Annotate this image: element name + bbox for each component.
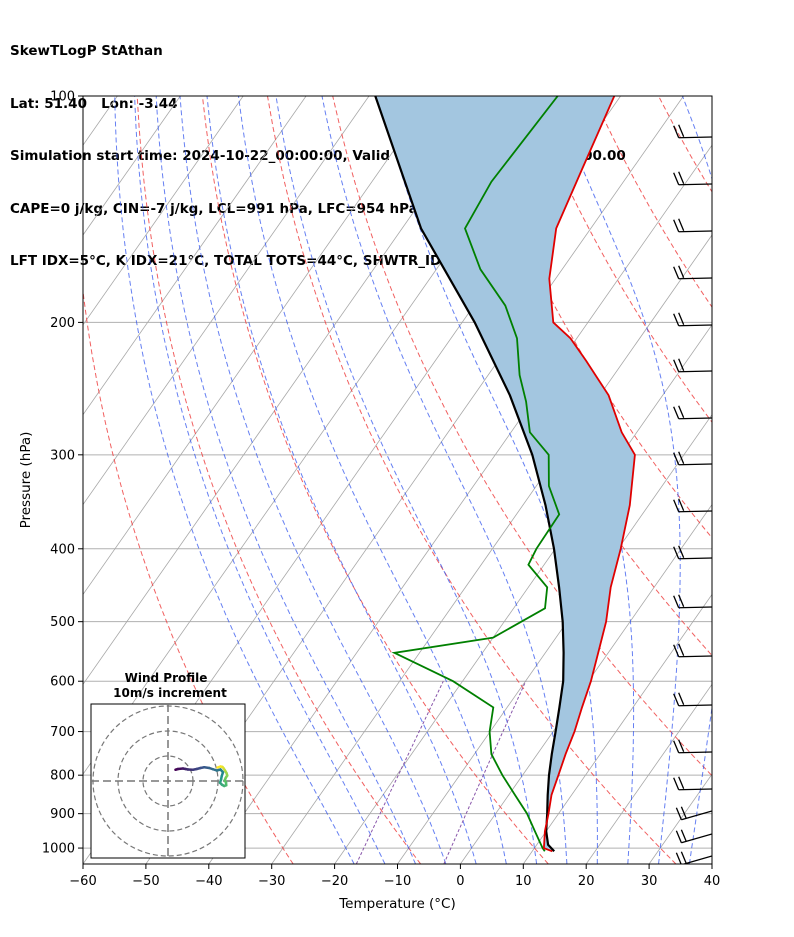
- parcel-profile-line: [374, 96, 565, 853]
- moist-adiabat-line: [552, 96, 681, 864]
- wind-barb: [675, 851, 712, 864]
- isotherm-line: [648, 773, 712, 864]
- temperature-line: [542, 96, 636, 853]
- isotherm-line: [460, 503, 712, 864]
- wind-barb: [673, 405, 712, 420]
- isotherm-line: [522, 593, 712, 864]
- wind-barb: [675, 806, 712, 821]
- moist-adiabat-line: [379, 96, 598, 864]
- moist-adiabat-line: [321, 96, 568, 864]
- dry-adiabat-line: [332, 96, 712, 777]
- mixing-ratio-line: [443, 680, 527, 864]
- moist-adiabat-line: [238, 96, 507, 864]
- wind-barb: [675, 829, 712, 844]
- wind-barb: [673, 265, 712, 280]
- hodograph-title: Wind Profile: [125, 671, 208, 685]
- hodograph-segment: [216, 765, 222, 769]
- y-tick-label: 300: [50, 448, 75, 463]
- moist-adiabat-line: [179, 96, 447, 864]
- isotherm-line: [775, 96, 794, 864]
- isotherm-line: [585, 683, 712, 864]
- sounding-lines: [374, 96, 636, 853]
- wind-barb: [673, 594, 712, 609]
- isotherm-line: [83, 96, 370, 506]
- dry-adiabat-line: [201, 96, 549, 864]
- wind-barb: [673, 218, 712, 233]
- isotherm-line: [83, 96, 244, 326]
- y-tick-label: 100: [50, 90, 75, 105]
- header-title: SkewTLogP StAthan: [10, 43, 163, 59]
- isotherm-line: [83, 96, 307, 416]
- x-tick-label: −40: [195, 874, 222, 889]
- dewpoint-line: [391, 96, 561, 852]
- y-tick-label: 800: [50, 769, 75, 784]
- isotherm-line: [711, 863, 712, 864]
- hodograph-subtitle: 10m/s increment: [113, 686, 227, 700]
- dry-adiabat-line: [462, 96, 712, 539]
- x-tick-label: −20: [321, 874, 348, 889]
- moist-adiabat-line: [134, 96, 386, 864]
- dry-adiabat-line: [724, 96, 794, 864]
- hodograph-inset: Wind Profile 10m/s increment: [90, 671, 246, 859]
- y-tick-label: 600: [50, 675, 75, 690]
- y-tick-label: 1000: [42, 842, 75, 857]
- moist-adiabat-line: [114, 96, 355, 864]
- y-tick-label: 200: [50, 316, 75, 331]
- isotherm-line: [83, 96, 496, 685]
- wind-barb: [673, 312, 712, 327]
- dry-adiabat-line: [658, 96, 712, 193]
- header-location: Lat: 51.40 Lon: -3.44: [10, 95, 178, 112]
- dry-adiabat-line: [83, 287, 294, 864]
- x-tick-label: 30: [641, 874, 658, 889]
- wind-barb: [673, 776, 712, 791]
- x-tick-label: −50: [132, 874, 159, 889]
- y-tick-label: 900: [50, 807, 75, 822]
- dry-adiabat-line: [136, 96, 422, 864]
- isotherm-line: [397, 414, 712, 864]
- x-tick-label: 10: [515, 874, 532, 889]
- isotherm-line: [83, 96, 181, 236]
- wind-barb: [673, 358, 712, 373]
- x-tick-label: 40: [704, 874, 721, 889]
- moist-adiabat-line: [155, 96, 416, 864]
- isotherm-line: [208, 144, 712, 864]
- moist-adiabat-line: [275, 96, 538, 864]
- wind-barbs: [673, 124, 712, 864]
- wind-barb: [673, 545, 712, 560]
- x-tick-label: −10: [384, 874, 411, 889]
- cin-shaded-area: [375, 96, 635, 852]
- axes: −60 −50 −40 −30 −20 −10 0 10 20 30 40 100 200 300 400 5…: [42, 90, 720, 890]
- x-tick-label: −60: [69, 874, 96, 889]
- wind-barb: [673, 171, 712, 186]
- wind-barb: [673, 739, 712, 754]
- wind-barb: [673, 692, 712, 707]
- dry-adiabat-line: [789, 96, 794, 864]
- mixing-ratio-line: [355, 680, 444, 864]
- y-tick-label: 700: [50, 725, 75, 740]
- x-tick-label: 0: [456, 874, 464, 889]
- wind-barb: [673, 124, 712, 139]
- y-tick-label: 500: [50, 615, 75, 630]
- x-axis-label: Temperature (°C): [338, 896, 456, 912]
- x-tick-label: 20: [578, 874, 595, 889]
- y-tick-label: 400: [50, 542, 75, 557]
- wind-barb: [673, 498, 712, 513]
- wind-barb: [673, 643, 712, 658]
- wind-barb: [673, 451, 712, 466]
- isotherm-line: [83, 96, 433, 596]
- x-tick-label: −30: [258, 874, 285, 889]
- y-axis-label: Pressure (hPa): [18, 432, 34, 529]
- dry-adiabat-line: [267, 96, 677, 864]
